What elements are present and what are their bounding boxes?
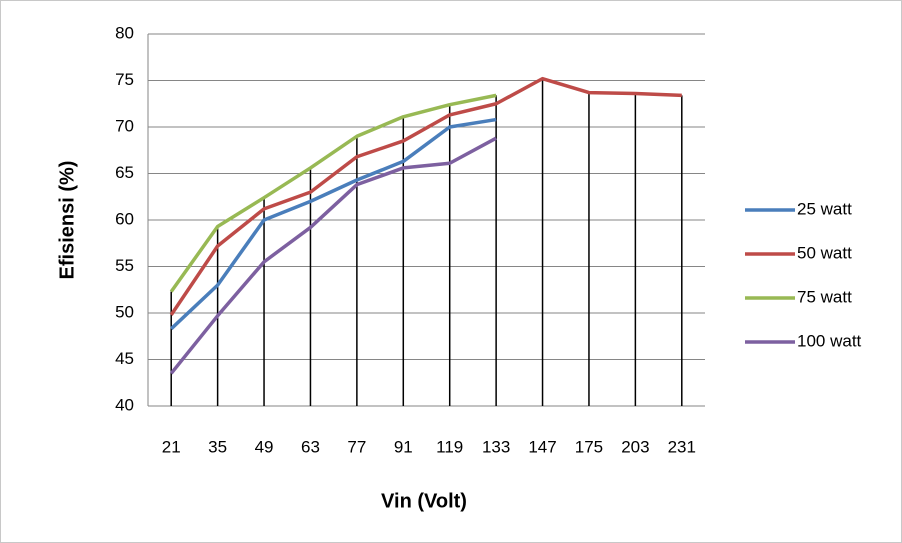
- legend-label: 50 watt: [797, 243, 852, 262]
- x-tick-label: 175: [575, 437, 603, 456]
- y-axis-title: Efisiensi (%): [56, 161, 78, 280]
- y-tick-label: 75: [115, 70, 134, 89]
- y-tick-label: 65: [115, 163, 134, 182]
- x-tick-label: 133: [482, 437, 510, 456]
- y-tick-label: 55: [115, 256, 134, 275]
- y-tick-label: 80: [115, 23, 134, 42]
- y-tick-label: 50: [115, 302, 134, 321]
- legend-label: 25 watt: [797, 199, 852, 218]
- x-tick-label: 35: [208, 437, 227, 456]
- x-tick-label: 119: [436, 437, 463, 456]
- x-tick-label: 231: [668, 437, 696, 456]
- x-tick-label: 77: [347, 437, 366, 456]
- y-tick-label: 60: [115, 209, 134, 228]
- x-tick-label: 63: [301, 437, 320, 456]
- legend-label: 100 watt: [797, 331, 862, 350]
- x-tick-label: 91: [394, 437, 413, 456]
- x-axis-title: Vin (Volt): [381, 490, 467, 512]
- x-tick-label: 21: [162, 437, 181, 456]
- chart-border: [1, 1, 902, 543]
- y-tick-label: 45: [115, 349, 134, 368]
- chart: Vin (Volt) Efisiensi (%) 40 45 50 55 60 65 70 7…: [0, 0, 902, 543]
- legend-label: 75 watt: [797, 287, 852, 306]
- y-tick-label: 40: [115, 395, 134, 414]
- x-tick-label: 203: [621, 437, 649, 456]
- x-tick-label: 147: [528, 437, 556, 456]
- y-tick-label: 70: [115, 116, 134, 135]
- x-tick-label: 49: [255, 437, 274, 456]
